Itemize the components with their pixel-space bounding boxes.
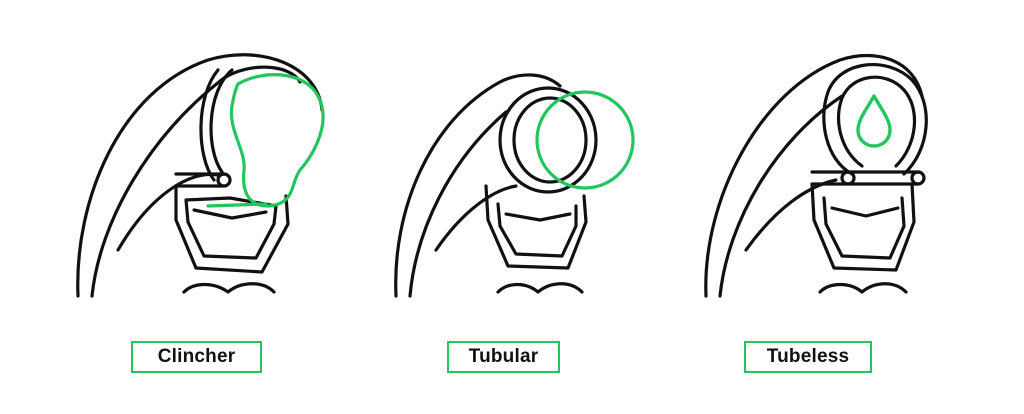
sealant-drop-icon [856, 94, 892, 148]
tubeless-outer-casing [704, 53, 924, 298]
tubular-rim [484, 184, 588, 270]
tubeless-tire-cross-section-icon [704, 53, 928, 298]
tubular-tube [535, 90, 635, 190]
tubeless-label: Tubeless [744, 341, 872, 373]
tubeless-rim [810, 182, 916, 272]
tubular-inner-casing [408, 110, 508, 298]
clincher-outer-casing [76, 53, 324, 298]
clincher-label-text: Clincher [157, 346, 236, 367]
clincher-tube [229, 73, 325, 208]
clincher-label: Clincher [131, 341, 262, 373]
tubular-outer-casing [394, 73, 562, 298]
tubeless-tyre-chamber [822, 63, 928, 176]
clincher-inner-casing [90, 65, 302, 298]
tubular-label-text: Tubular [468, 346, 539, 367]
tubeless-inner-casing [718, 94, 844, 298]
tubular-label: Tubular [447, 341, 560, 373]
tubeless-label-text: Tubeless [766, 346, 850, 367]
clincher-tire-cross-section-icon [76, 53, 325, 298]
clincher-left-hook [209, 68, 234, 174]
tubular-casing-ring [498, 86, 598, 194]
clincher-rim [174, 184, 290, 274]
tubular-tire-cross-section-icon [394, 73, 635, 298]
